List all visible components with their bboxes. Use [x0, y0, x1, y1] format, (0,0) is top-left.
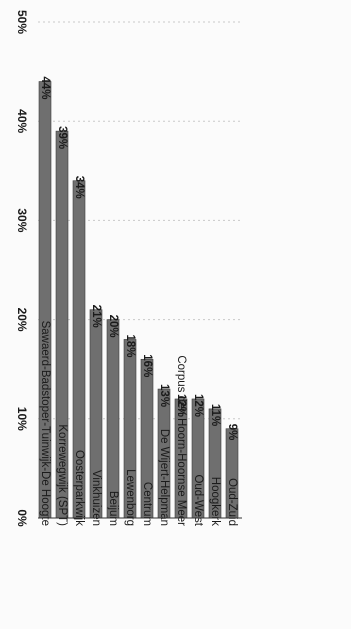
y-tick-label: 50% [15, 10, 29, 34]
data-label: 12% [192, 394, 204, 417]
y-tick-label: 30% [15, 208, 29, 232]
value-axis-ticks: 0% 10% 20% 30% 40% 50% [15, 10, 29, 527]
category-label: De Wijert-Helpman [158, 429, 170, 526]
category-label: Korrewegwijk (SPT) [56, 424, 68, 526]
data-label: 34% [73, 176, 85, 199]
category-label: Beijum [107, 491, 119, 526]
y-tick-label: 0% [15, 509, 29, 527]
category-label: Centrum [141, 482, 153, 526]
data-label: 12% [175, 394, 187, 417]
category-label: Oosterparkwijk [73, 450, 85, 526]
data-label: 21% [90, 305, 102, 328]
category-label: Hoogkerk [209, 477, 221, 526]
y-tick-label: 10% [15, 407, 29, 431]
bars [38, 81, 239, 519]
data-label: 20% [107, 315, 119, 338]
category-label: Oud-Zuid [226, 478, 238, 526]
data-labels: 44% 39% 34% 21% 20% 18% 16% 13% 12% 12% 11% 9% [39, 77, 238, 441]
data-label: 44% [39, 77, 51, 100]
category-label: Corpus den Hoorn-Hoornse Meer [175, 355, 187, 526]
data-label: 16% [141, 354, 153, 377]
category-labels: Sawaerd-Badstoper-Tuinwijk-De Hoogte Korr… [39, 321, 238, 527]
data-label: 11% [209, 404, 221, 426]
y-tick-label: 20% [15, 308, 29, 332]
category-label: Oud-West [192, 474, 204, 526]
category-label: Lewenborg [124, 469, 136, 526]
data-label: 39% [56, 126, 68, 149]
data-label: 13% [158, 384, 170, 407]
y-tick-label: 40% [15, 109, 29, 133]
category-label: Vinkhuizen [90, 470, 102, 526]
bar [106, 319, 120, 519]
data-label: 18% [124, 334, 136, 357]
category-label: Sawaerd-Badstoper-Tuinwijk-De Hoogte [39, 321, 51, 526]
data-label: 9% [226, 424, 238, 441]
